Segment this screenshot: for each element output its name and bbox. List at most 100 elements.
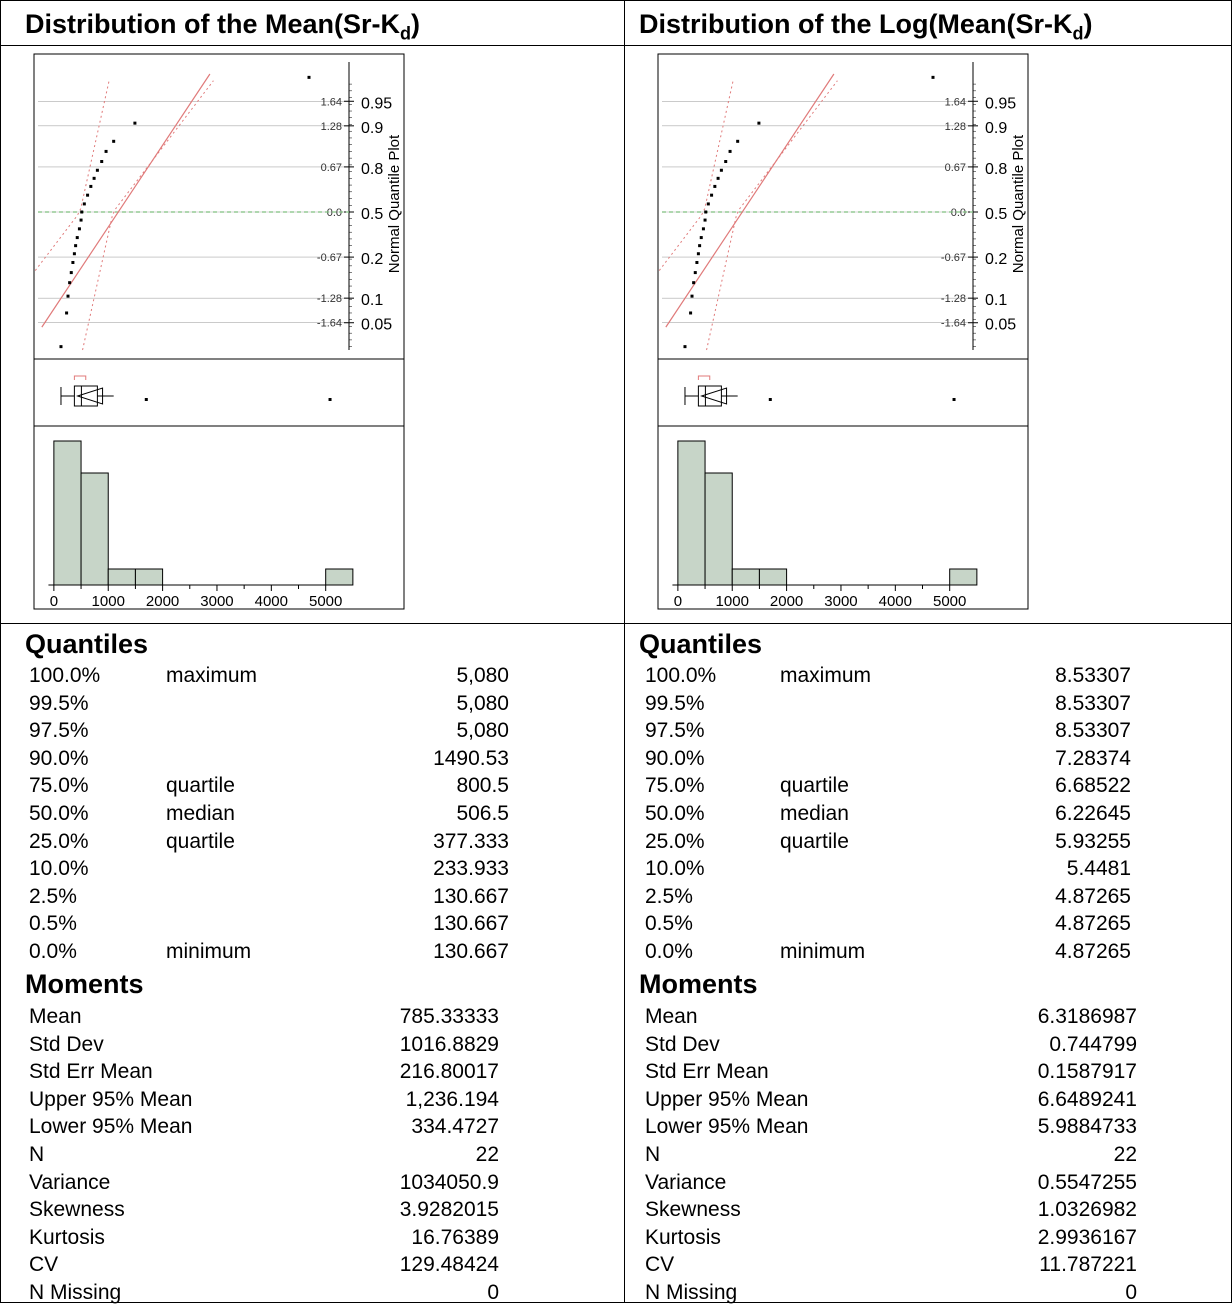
moment-row: Mean 785.33333 <box>29 1003 499 1031</box>
quantile-row: 2.5% 130.667 <box>29 883 509 911</box>
quantile-row: 99.5% 8.53307 <box>645 690 1131 718</box>
quantile-point <box>692 281 696 285</box>
quantile-point <box>68 281 72 285</box>
quantile-pct: 0.5% <box>645 912 693 936</box>
moment-label: Skewness <box>645 1198 741 1222</box>
moment-row: N Missing 0 <box>29 1279 499 1307</box>
quantile-point <box>693 271 697 275</box>
x-tick-label: 2000 <box>770 593 803 610</box>
p-tick-label: 0.8 <box>361 161 383 178</box>
z-tick-label: 0.0 <box>951 207 966 219</box>
moment-value: 6.6489241 <box>1037 1087 1137 1111</box>
quantile-value: 130.667 <box>433 940 509 963</box>
moment-label: N Missing <box>29 1281 122 1304</box>
quantile-value: 506.5 <box>456 802 509 825</box>
moment-row: N Missing 0 <box>645 1279 1137 1307</box>
moment-row: Upper 95% Mean 6.6489241 <box>645 1086 1137 1114</box>
p-tick-label: 0.2 <box>361 251 383 268</box>
quantile-pct: 50.0% <box>645 802 705 825</box>
quantile-point <box>706 202 710 206</box>
z-tick-label: 1.28 <box>945 121 966 133</box>
quantile-point <box>80 210 84 214</box>
quantile-value: 7.28374 <box>1055 746 1131 770</box>
moment-value: 3.9282015 <box>399 1198 499 1222</box>
quantile-label: maximum <box>166 664 258 687</box>
outlier-point <box>328 398 332 401</box>
quantile-row: 90.0% 1490.53 <box>29 745 509 773</box>
quantile-point <box>92 176 96 180</box>
quantile-point <box>690 294 694 298</box>
quantile-point <box>757 121 761 125</box>
moment-value: 216.80017 <box>399 1060 499 1084</box>
quantile-pct: 75.0% <box>645 774 705 798</box>
p-tick-label: 0.5 <box>985 206 1007 223</box>
z-tick-label: -1.64 <box>317 318 342 330</box>
quantile-pct: 100.0% <box>29 664 101 687</box>
moment-label: Lower 95% Mean <box>29 1115 193 1139</box>
quantile-pct: 100.0% <box>645 664 717 687</box>
quantile-value: 8.53307 <box>1055 719 1131 743</box>
moment-value: 1016.8829 <box>399 1032 499 1056</box>
p-tick-label: 0.9 <box>361 120 383 137</box>
quantile-value: 6.68522 <box>1055 774 1131 798</box>
moment-row: Mean 6.3186987 <box>645 1003 1137 1031</box>
quantile-point <box>703 218 707 222</box>
quantile-value: 5.93255 <box>1055 829 1131 853</box>
moment-value: 22 <box>1113 1143 1137 1166</box>
p-tick-label: 0.95 <box>985 95 1016 112</box>
x-tick-label: 2000 <box>146 593 179 610</box>
moment-row: N 22 <box>645 1141 1137 1169</box>
quantile-row: 50.0% median 506.5 <box>29 800 509 828</box>
p-tick-label: 0.1 <box>985 292 1007 309</box>
quantile-value: 5,080 <box>456 719 509 743</box>
quantile-pct: 10.0% <box>645 857 705 881</box>
moment-value: 785.33333 <box>399 1005 499 1028</box>
moment-row: Lower 95% Mean 334.4727 <box>29 1113 499 1141</box>
z-tick-label: 0.67 <box>321 162 342 174</box>
mean-diamond <box>700 387 728 405</box>
x-tick-label: 0 <box>50 593 58 610</box>
panel-header: Distribution of the Mean(Sr-Kd) <box>1 1 624 46</box>
moment-value: 2.9936167 <box>1037 1225 1137 1249</box>
moment-row: Skewness 3.9282015 <box>29 1196 499 1224</box>
histogram-bar <box>704 472 733 586</box>
quantile-point <box>728 149 732 153</box>
quantile-point <box>736 139 740 143</box>
quantile-pct: 2.5% <box>29 884 77 908</box>
moment-value: 22 <box>475 1143 499 1166</box>
quantile-row: 25.0% quartile 5.93255 <box>645 828 1131 856</box>
plot-frame <box>657 53 1029 610</box>
title-end: ) <box>410 9 420 39</box>
quantile-row: 75.0% quartile 800.5 <box>29 772 509 800</box>
moment-label: N <box>645 1143 661 1166</box>
moment-row: Std Err Mean 0.1587917 <box>645 1058 1137 1086</box>
moment-row: CV 129.48424 <box>29 1251 499 1279</box>
quantile-pct: 0.0% <box>29 940 77 963</box>
quantile-label: quartile <box>780 829 849 853</box>
z-tick-label: 0.67 <box>945 162 966 174</box>
confidence-curve-upper <box>706 80 838 351</box>
quantile-pct: 97.5% <box>29 719 89 743</box>
moment-label: Mean <box>29 1005 82 1028</box>
z-tick-label: -1.64 <box>941 318 966 330</box>
histogram-bar <box>80 472 109 586</box>
moments-title: Moments <box>25 969 144 999</box>
quantile-point <box>100 160 104 164</box>
quantile-row: 10.0% 5.4481 <box>645 855 1131 883</box>
moment-label: CV <box>645 1253 675 1277</box>
normal-fit-line <box>41 73 211 328</box>
quantile-value: 4.87265 <box>1055 884 1131 908</box>
moment-value: 5.9884733 <box>1037 1115 1137 1139</box>
box <box>697 385 722 407</box>
quantile-pct: 99.5% <box>645 691 705 715</box>
panel-title: Distribution of the Log(Mean(Sr-Kd) <box>639 9 1092 44</box>
quantile-point <box>95 168 99 172</box>
outlier-point <box>768 398 772 401</box>
quantile-value: 233.933 <box>433 857 509 881</box>
moment-label: Upper 95% Mean <box>645 1087 809 1111</box>
quantile-row: 90.0% 7.28374 <box>645 745 1131 773</box>
p-tick-label: 0.05 <box>985 317 1016 334</box>
histogram-bar <box>325 568 354 586</box>
quantile-point <box>689 311 693 315</box>
quantile-row: 100.0% maximum 5,080 <box>29 662 509 690</box>
